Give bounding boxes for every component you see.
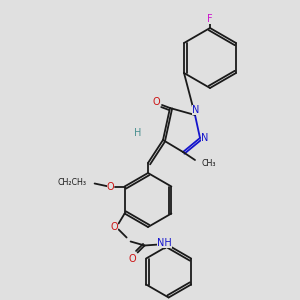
Text: N: N [192,105,200,115]
Text: CH₃: CH₃ [201,158,215,167]
Text: CH₂CH₃: CH₂CH₃ [58,178,87,187]
Text: O: O [152,97,160,107]
Text: O: O [107,182,114,191]
Text: O: O [129,254,136,265]
Text: N: N [201,133,209,143]
Text: H: H [134,128,142,138]
Text: F: F [207,14,213,24]
Text: O: O [111,223,119,232]
Text: NH: NH [157,238,172,248]
